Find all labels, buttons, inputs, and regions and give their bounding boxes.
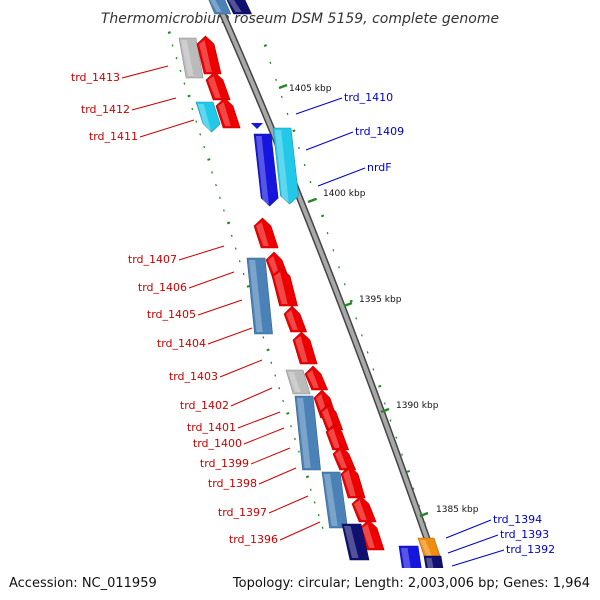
gene-label-trd_1393[interactable]: trd_1393 bbox=[500, 528, 549, 541]
gene-block-trd_1396b[interactable] bbox=[341, 466, 365, 498]
scale-label-1405kbp: 1405 kbp bbox=[289, 84, 332, 94]
gene-label-trd_1405[interactable]: trd_1405 bbox=[147, 308, 196, 321]
right-gene-labels: trd_1410 trd_1409 nrdF trd_1394 trd_1393… bbox=[344, 91, 555, 556]
leader-line-right-5 bbox=[452, 550, 504, 566]
gene-label-trd_1400[interactable]: trd_1400 bbox=[193, 437, 242, 450]
leader-line-left-13 bbox=[269, 496, 308, 513]
gc-mark bbox=[264, 45, 267, 46]
gc-mark bbox=[227, 223, 230, 224]
scale-label-1400kbp: 1400 kbp bbox=[323, 189, 366, 199]
leader-line-left-6 bbox=[208, 328, 252, 344]
gene-block-trd_1402[interactable] bbox=[293, 332, 317, 364]
map-title: Thermomicrobium roseum DSM 5159, complet… bbox=[101, 11, 499, 27]
summary-text: Topology: circular; Length: 2,003,006 bp… bbox=[232, 576, 590, 591]
gc-mark bbox=[207, 159, 210, 160]
gene-label-trd_1398[interactable]: trd_1398 bbox=[208, 477, 257, 490]
gc-mark bbox=[247, 286, 250, 287]
leader-line-left-7 bbox=[220, 360, 262, 377]
gc-mark bbox=[350, 301, 353, 302]
leader-line-left-9 bbox=[238, 412, 280, 428]
gene-label-trd_1412[interactable]: trd_1412 bbox=[81, 103, 130, 116]
gc-mark bbox=[168, 32, 171, 33]
scale-label-1395kbp: 1395 kbp bbox=[359, 295, 402, 305]
leader-line-right-2 bbox=[318, 168, 365, 186]
leader-line-left-0 bbox=[122, 66, 168, 78]
leader-line-left-4 bbox=[189, 272, 234, 288]
gene-block-trd_1406[interactable] bbox=[247, 258, 273, 334]
gc-marks-left bbox=[168, 32, 323, 528]
leader-line-left-1 bbox=[132, 98, 176, 110]
reverse-strand-marker bbox=[251, 123, 263, 129]
gene-label-nrdF[interactable]: nrdF bbox=[367, 161, 392, 174]
footer: Accession: NC_011959 Topology: circular;… bbox=[0, 568, 600, 600]
left-gene-labels: trd_1413 trd_1412 trd_1411 trd_1407 trd_… bbox=[71, 71, 278, 546]
scale-label-1390kbp: 1390 kbp bbox=[396, 401, 439, 411]
leader-line-left-2 bbox=[140, 120, 194, 137]
leader-line-left-11 bbox=[251, 448, 290, 464]
gc-mark bbox=[306, 476, 309, 477]
genome-map: Thermomicrobium roseum DSM 5159, complet… bbox=[0, 0, 600, 600]
gene-label-trd_1410[interactable]: trd_1410 bbox=[344, 91, 393, 104]
gene-block-trd_1403[interactable] bbox=[284, 306, 307, 332]
gene-block-trd_1404[interactable] bbox=[272, 268, 298, 306]
gene-block-trd_1396c[interactable] bbox=[352, 496, 376, 522]
gene-label-trd_1394[interactable]: trd_1394 bbox=[493, 513, 542, 526]
scale-tick-2 bbox=[344, 303, 352, 306]
gene-label-trd_1406[interactable]: trd_1406 bbox=[138, 281, 187, 294]
gc-mark bbox=[188, 96, 191, 97]
leader-line-left-10 bbox=[244, 428, 284, 444]
scale-tick-0 bbox=[279, 85, 287, 88]
gene-label-trd_1407[interactable]: trd_1407 bbox=[128, 253, 177, 266]
gene-label-trd_1399[interactable]: trd_1399 bbox=[200, 457, 249, 470]
accession-text: Accession: NC_011959 bbox=[9, 576, 157, 591]
gc-mark bbox=[267, 349, 270, 350]
gc-mark bbox=[293, 130, 296, 131]
leader-line-right-4 bbox=[448, 535, 498, 553]
gene-label-trd_1402[interactable]: trd_1402 bbox=[180, 399, 229, 412]
gene-label-trd_1396[interactable]: trd_1396 bbox=[229, 533, 278, 546]
gene-label-trd_1392[interactable]: trd_1392 bbox=[506, 543, 555, 556]
gene-label-trd_1413[interactable]: trd_1413 bbox=[71, 71, 120, 84]
leader-line-left-8 bbox=[231, 388, 272, 406]
gene-label-trd_1404[interactable]: trd_1404 bbox=[157, 337, 206, 350]
gene-label-trd_1401[interactable]: trd_1401 bbox=[187, 421, 236, 434]
gene-block-trd_1400[interactable] bbox=[295, 396, 321, 470]
gene-label-trd_1397[interactable]: trd_1397 bbox=[218, 506, 267, 519]
leader-line-left-3 bbox=[179, 246, 224, 260]
gene-block-trd_1401[interactable] bbox=[305, 366, 328, 390]
gc-mark bbox=[378, 386, 381, 387]
gene-label-trd_1409[interactable]: trd_1409 bbox=[355, 125, 404, 138]
gc-mark bbox=[321, 215, 324, 216]
leader-line-right-3 bbox=[446, 520, 491, 538]
gene-label-trd_1403[interactable]: trd_1403 bbox=[169, 370, 218, 383]
leader-line-left-12 bbox=[259, 468, 296, 484]
gc-mark bbox=[286, 413, 289, 414]
gene-label-trd_1411[interactable]: trd_1411 bbox=[89, 130, 138, 143]
leader-line-right-1 bbox=[306, 132, 353, 150]
scale-label-1385kbp: 1385 kbp bbox=[436, 505, 479, 515]
gene-block-trd_1413b[interactable] bbox=[206, 72, 230, 100]
gene-block-trd_1407[interactable] bbox=[254, 218, 278, 248]
gene-block-trd_1393[interactable] bbox=[418, 538, 441, 558]
leader-line-left-5 bbox=[198, 300, 242, 315]
leader-line-left-14 bbox=[280, 522, 320, 540]
scale-tick-1 bbox=[308, 199, 316, 202]
leader-line-right-0 bbox=[296, 98, 342, 114]
gc-mark bbox=[407, 471, 410, 472]
genome-map-viewer: Thermomicrobium roseum DSM 5159, complet… bbox=[0, 0, 600, 600]
